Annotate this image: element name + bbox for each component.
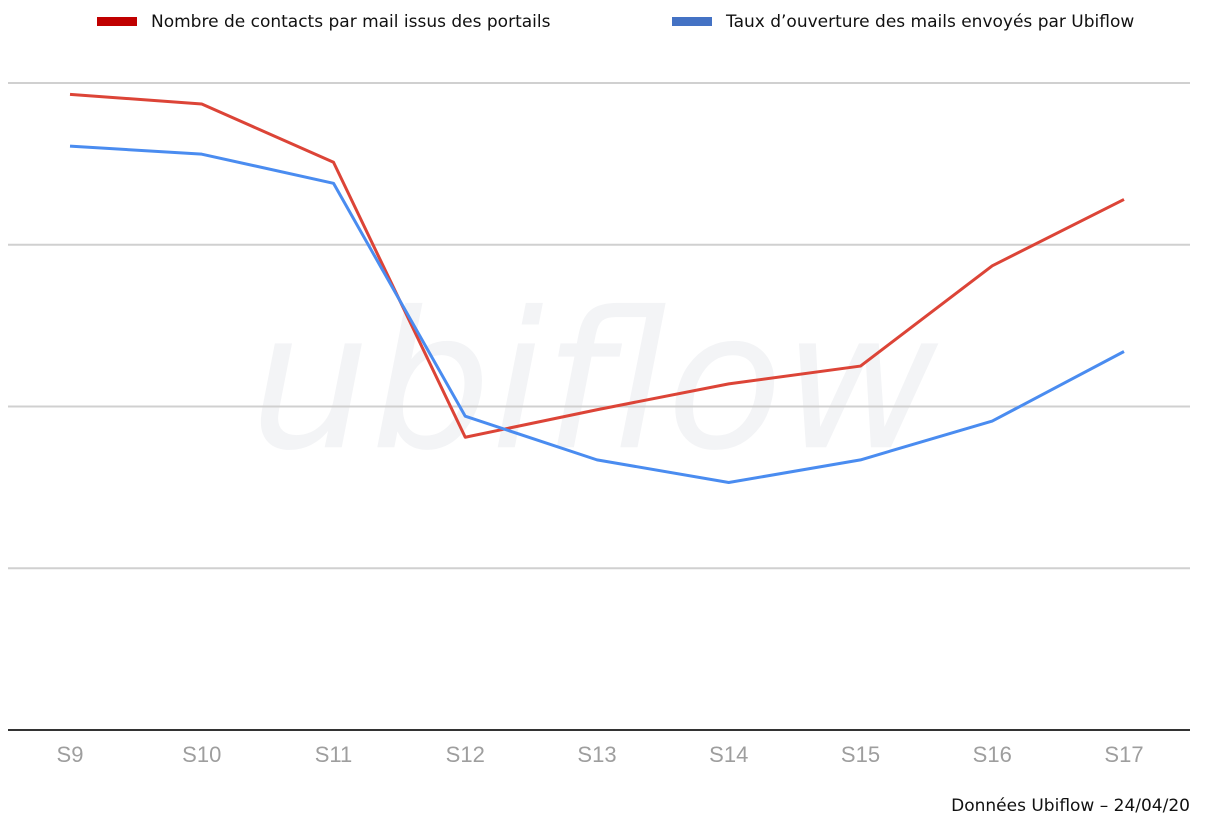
x-tick-label: S12 bbox=[446, 742, 485, 767]
footnote: Données Ubiflow – 24/04/20 bbox=[951, 796, 1190, 816]
legend-swatch bbox=[672, 17, 712, 26]
x-tick-label: S13 bbox=[577, 742, 616, 767]
line-series bbox=[69, 144, 1125, 485]
x-tick-label: S15 bbox=[841, 742, 880, 767]
watermark: ubiflow bbox=[250, 271, 939, 492]
line-series bbox=[69, 92, 1125, 439]
x-tick-label: S17 bbox=[1104, 742, 1143, 767]
x-tick-label: S10 bbox=[182, 742, 221, 767]
x-tick-label: S16 bbox=[973, 742, 1012, 767]
x-tick-label: S14 bbox=[709, 742, 748, 767]
legend-swatch bbox=[97, 17, 137, 26]
x-tick-label: S9 bbox=[57, 742, 84, 767]
legend-label: Taux d’ouverture des mails envoyés par U… bbox=[725, 12, 1134, 32]
legend-label: Nombre de contacts par mail issus des po… bbox=[151, 12, 551, 32]
x-tick-label: S11 bbox=[315, 742, 353, 767]
